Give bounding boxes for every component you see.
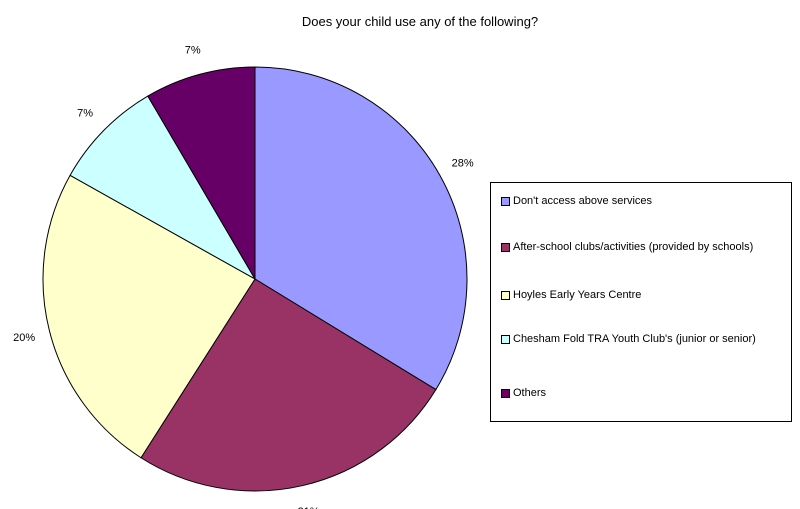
- legend-label: Hoyles Early Years Centre: [513, 289, 642, 301]
- slice-data-label-3: 7%: [77, 107, 93, 119]
- legend-item-chesham-fold: Chesham Fold TRA Youth Club's (junior or…: [501, 333, 791, 345]
- chart-title: Does your child use any of the following…: [301, 14, 539, 29]
- pie-slice-1: [140, 278, 437, 492]
- legend-swatch: [501, 291, 510, 300]
- legend-item-after-school: After-school clubs/activities (provided …: [501, 241, 791, 253]
- legend-swatch: [501, 243, 510, 252]
- legend-swatch: [501, 389, 510, 398]
- legend-item-others: Others: [501, 387, 791, 399]
- pie-slice-4: [147, 66, 256, 281]
- chart-legend: Don't access above services After-school…: [490, 182, 792, 422]
- pie-slice-0: [254, 66, 468, 391]
- slice-data-label-1: 21%: [298, 506, 320, 509]
- pie-slice-2: [42, 174, 256, 459]
- legend-swatch: [501, 197, 510, 206]
- legend-label: After-school clubs/activities (provided …: [513, 241, 754, 253]
- legend-label: Chesham Fold TRA Youth Club's (junior or…: [513, 333, 756, 345]
- legend-item-dont-access: Don't access above services: [501, 195, 791, 207]
- legend-label: Others: [513, 387, 547, 399]
- legend-item-hoyles: Hoyles Early Years Centre: [501, 289, 791, 301]
- legend-label: Don't access above services: [513, 195, 653, 207]
- slice-data-label-2: 20%: [13, 332, 35, 344]
- slice-data-label-0: 28%: [452, 158, 474, 170]
- pie-slice-3: [69, 95, 257, 281]
- slice-data-label-4: 7%: [185, 44, 201, 56]
- legend-swatch: [501, 335, 510, 344]
